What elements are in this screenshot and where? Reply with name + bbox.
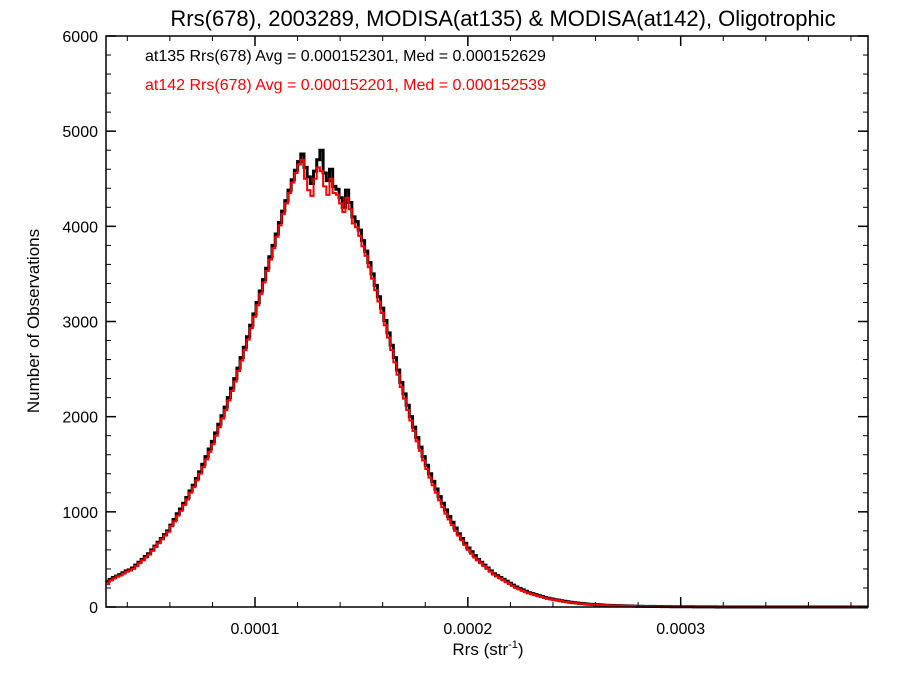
plot-frame bbox=[105, 35, 869, 608]
y-tick-label: 0 bbox=[89, 600, 98, 617]
x-tick-label: 0.0001 bbox=[231, 621, 280, 638]
annotation-at142: at142 Rrs(678) Avg = 0.000152201, Med = … bbox=[145, 77, 546, 94]
x-tick-label: 0.0002 bbox=[443, 621, 492, 638]
y-tick-label: 2000 bbox=[62, 410, 98, 427]
y-tick-label: 4000 bbox=[62, 219, 98, 236]
y-tick-label: 1000 bbox=[62, 505, 98, 522]
x-axis-label-main: Rrs (str bbox=[452, 640, 508, 659]
y-axis: 0 1000 2000 3000 4000 5000 6000 bbox=[62, 29, 868, 617]
x-axis: 0.0001 0.0002 0.0003 bbox=[126, 36, 852, 638]
series-layer bbox=[106, 148, 868, 609]
x-axis-label-close: ) bbox=[518, 640, 524, 659]
x-axis-label: Rrs (str-1) bbox=[452, 639, 523, 659]
histogram-series-0 bbox=[106, 148, 868, 609]
x-axis-label-superscript: -1 bbox=[508, 639, 518, 651]
chart-title: Rrs(678), 2003289, MODISA(at135) & MODIS… bbox=[170, 6, 835, 31]
annotation-at135: at135 Rrs(678) Avg = 0.000152301, Med = … bbox=[145, 48, 546, 65]
y-tick-label: 5000 bbox=[62, 124, 98, 141]
y-axis-label: Number of Observations bbox=[24, 229, 43, 413]
y-tick-label: 6000 bbox=[62, 29, 98, 46]
y-tick-label: 3000 bbox=[62, 315, 98, 332]
x-tick-label: 0.0003 bbox=[656, 621, 705, 638]
histogram-series-1 bbox=[106, 158, 868, 608]
